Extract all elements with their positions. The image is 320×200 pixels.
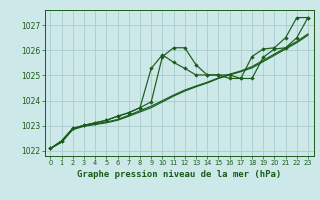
X-axis label: Graphe pression niveau de la mer (hPa): Graphe pression niveau de la mer (hPa) <box>77 170 281 179</box>
